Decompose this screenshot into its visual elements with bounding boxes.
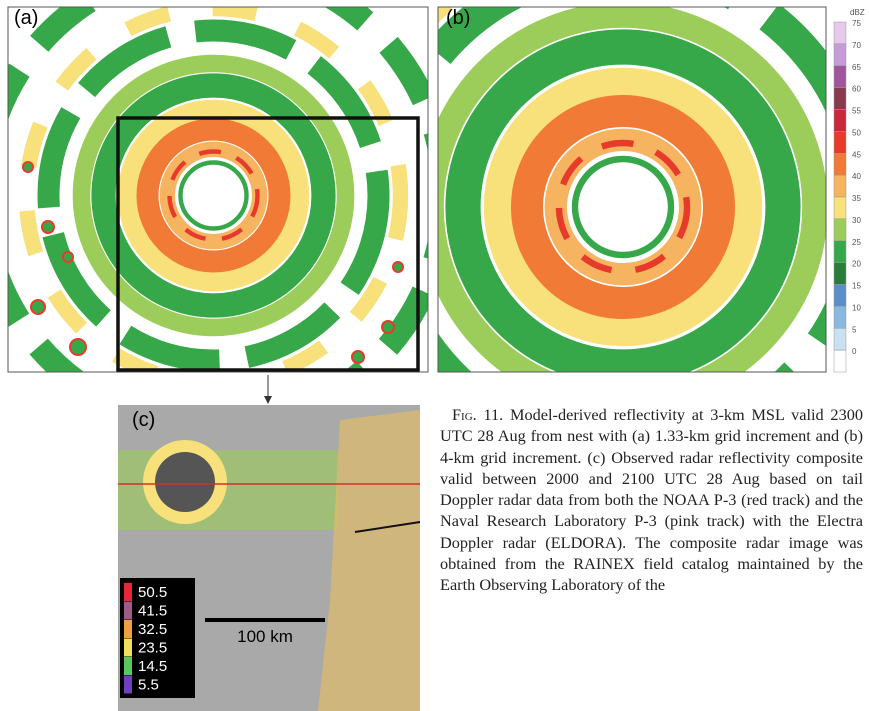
panel-c: 100 km (c) 50.5 41.532.5 23.514.5 5.5 (118, 405, 421, 711)
panel-b-image (438, 7, 826, 372)
colorbar-label: 25 (852, 238, 861, 247)
arrow-head (264, 396, 272, 404)
colorbar-label: 35 (852, 194, 861, 203)
colorbar-label: 75 (852, 19, 861, 28)
zoom-box (116, 116, 420, 372)
colorbar-swatch (833, 262, 847, 285)
caption: Fig. 11. Model-derived reflectivity at 3… (440, 404, 863, 711)
colorbar-label: 70 (852, 41, 861, 50)
colorbar-swatch (833, 349, 847, 373)
legend-box (120, 578, 195, 698)
legend-swatch (124, 675, 132, 694)
colorbar-swatch (833, 131, 847, 154)
colorbar-unit: dBZ (850, 8, 865, 17)
colorbar-label: 65 (852, 63, 861, 72)
scale-label: 100 km (237, 627, 293, 646)
colorbar-label: 60 (852, 85, 861, 94)
panel-b: (b) (437, 6, 827, 373)
colorbar-swatch (833, 153, 847, 176)
panel-label: (b) (446, 7, 470, 29)
panel-a: (a) (7, 6, 429, 404)
colorbar-label: 20 (852, 260, 861, 269)
legend-swatch (124, 601, 132, 620)
colorbar-swatch (833, 87, 847, 110)
colorbar-label: 45 (852, 150, 861, 159)
colorbar-label: 5 (852, 325, 857, 334)
legend-swatch (124, 638, 132, 657)
legend-label: 41.5 (138, 603, 167, 620)
colorbar-swatch (833, 240, 847, 263)
legend-label: 5.5 (138, 677, 159, 694)
colorbar-label: 55 (852, 107, 861, 116)
colorbar-label: 10 (852, 303, 861, 312)
caption-text: Model-derived reflectivity at 3-km MSL v… (440, 405, 863, 595)
track (354, 521, 421, 533)
colorbar-swatch (833, 218, 847, 241)
panel-label: (c) (132, 409, 155, 431)
colorbar-label: 15 (852, 282, 861, 291)
colorbar-swatch (833, 328, 847, 351)
radar-swath (318, 410, 420, 711)
colorbar-label: 0 (852, 347, 857, 356)
legend-swatch (124, 620, 132, 638)
legend-swatch (124, 657, 132, 675)
legend-swatch (124, 583, 132, 601)
legend-label: 50.5 (138, 584, 167, 601)
colorbar-swatch (833, 306, 847, 329)
colorbar-swatch (833, 109, 847, 132)
legend-label: 14.5 (138, 658, 167, 675)
colorbar-label: 30 (852, 216, 861, 225)
panel-a-image (8, 7, 428, 372)
colorbar-swatch (833, 196, 847, 220)
caption-lead: Fig. 11. (452, 405, 504, 424)
colorbar-swatch (833, 65, 847, 88)
colorbar-swatch (833, 174, 847, 198)
colorbar-label: 50 (852, 128, 861, 137)
eye (155, 452, 215, 512)
colorbar-swatch (833, 43, 847, 66)
colorbar-swatch (833, 284, 847, 307)
legend-label: 32.5 (138, 621, 167, 638)
colorbar-label: 40 (852, 172, 861, 181)
panel-label: (a) (14, 7, 38, 29)
panel-b-frame (437, 6, 827, 373)
panel-a-frame (7, 6, 429, 373)
legend-label: 23.5 (138, 640, 167, 657)
colorbar-swatch (833, 21, 847, 45)
